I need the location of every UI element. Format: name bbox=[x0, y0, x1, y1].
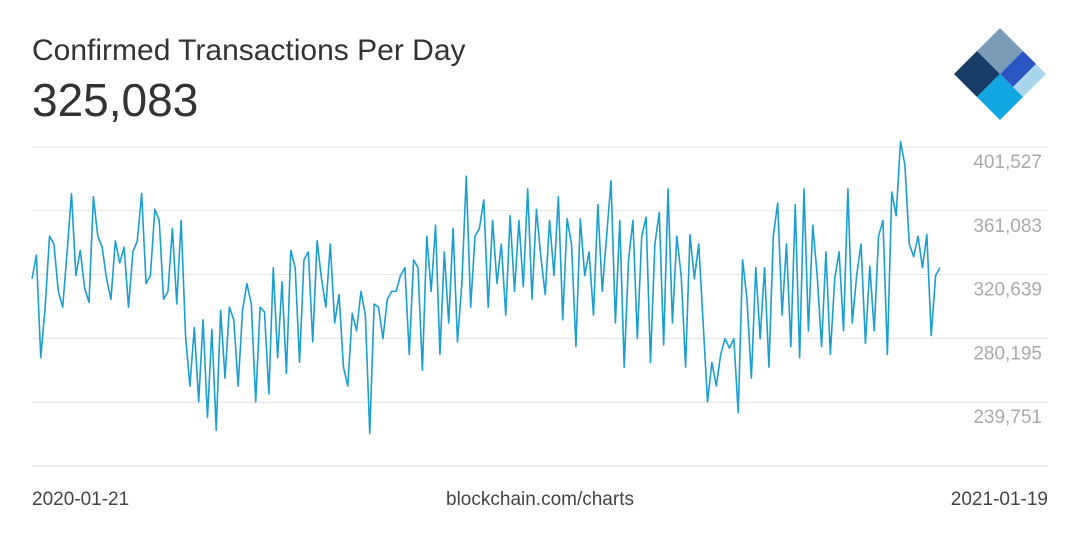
y-tick-label: 361,083 bbox=[973, 216, 1042, 237]
chart-title: Confirmed Transactions Per Day bbox=[32, 34, 466, 67]
x-tick-label: 2021-01-19 bbox=[951, 489, 1048, 510]
source: blockchain.com/charts bbox=[446, 489, 634, 510]
data-line bbox=[31, 140, 941, 435]
headline-value: 325,083 bbox=[32, 74, 198, 126]
x-tick-label: 2020-01-21 bbox=[32, 489, 129, 510]
y-tick-label: 239,751 bbox=[973, 407, 1042, 428]
y-tick-label: 401,527 bbox=[973, 152, 1042, 173]
y-tick-label: 280,195 bbox=[973, 343, 1042, 364]
logo-piece bbox=[1013, 51, 1046, 97]
logo bbox=[954, 28, 1046, 120]
logo-piece bbox=[1000, 51, 1036, 87]
logo-piece bbox=[977, 74, 1023, 120]
y-tick-label: 320,639 bbox=[973, 280, 1042, 301]
